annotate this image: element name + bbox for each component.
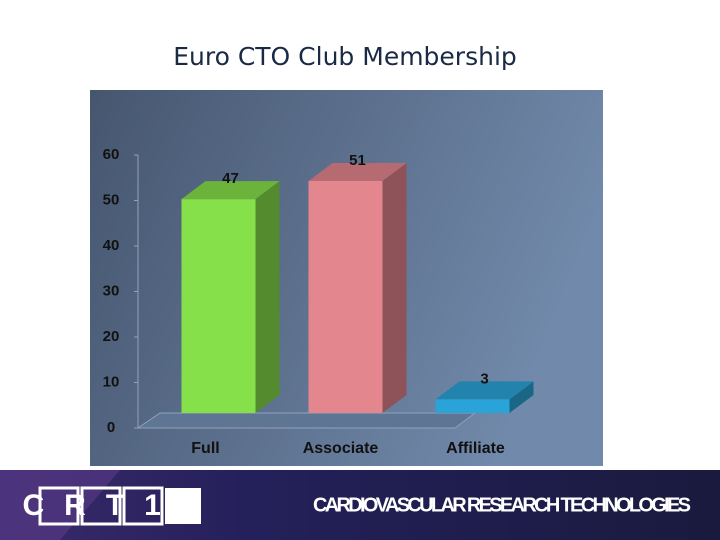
value-label: 3 [480,370,488,387]
bar-top [308,162,407,181]
bar-top [435,381,534,400]
x-tick-label: Affiliate [446,440,505,457]
bar-top [181,181,280,200]
bar-side [382,162,407,413]
y-tick-label: 40 [103,237,120,254]
footer-text: CARDIOVASCULAR RESEARCH TECHNOLOGIES [313,494,691,516]
y-tick-label: 60 [103,146,120,163]
y-tick-label: 10 [103,373,120,390]
value-label: 47 [222,170,239,187]
y-tick-label: 50 [103,191,120,208]
logo-box [38,486,80,526]
bar [435,399,510,413]
y-tick-label: 0 [107,419,115,436]
slide-title: Euro CTO Club Membership [173,42,517,71]
y-tick-label: 30 [103,282,120,299]
x-tick-label: Associate [303,440,379,457]
bar [181,199,256,413]
logo-box [122,486,164,526]
y-tick-label: 20 [103,328,120,345]
value-label: 51 [349,152,366,169]
x-tick-label: Full [191,440,219,457]
logo-box [165,488,201,524]
floor [136,412,477,429]
bar [308,180,383,413]
logo-box [80,486,122,526]
bar-side [509,381,534,413]
logo-text: CRT17 [22,489,217,522]
logo: CRT17 [22,486,217,526]
bar-side [255,181,280,413]
